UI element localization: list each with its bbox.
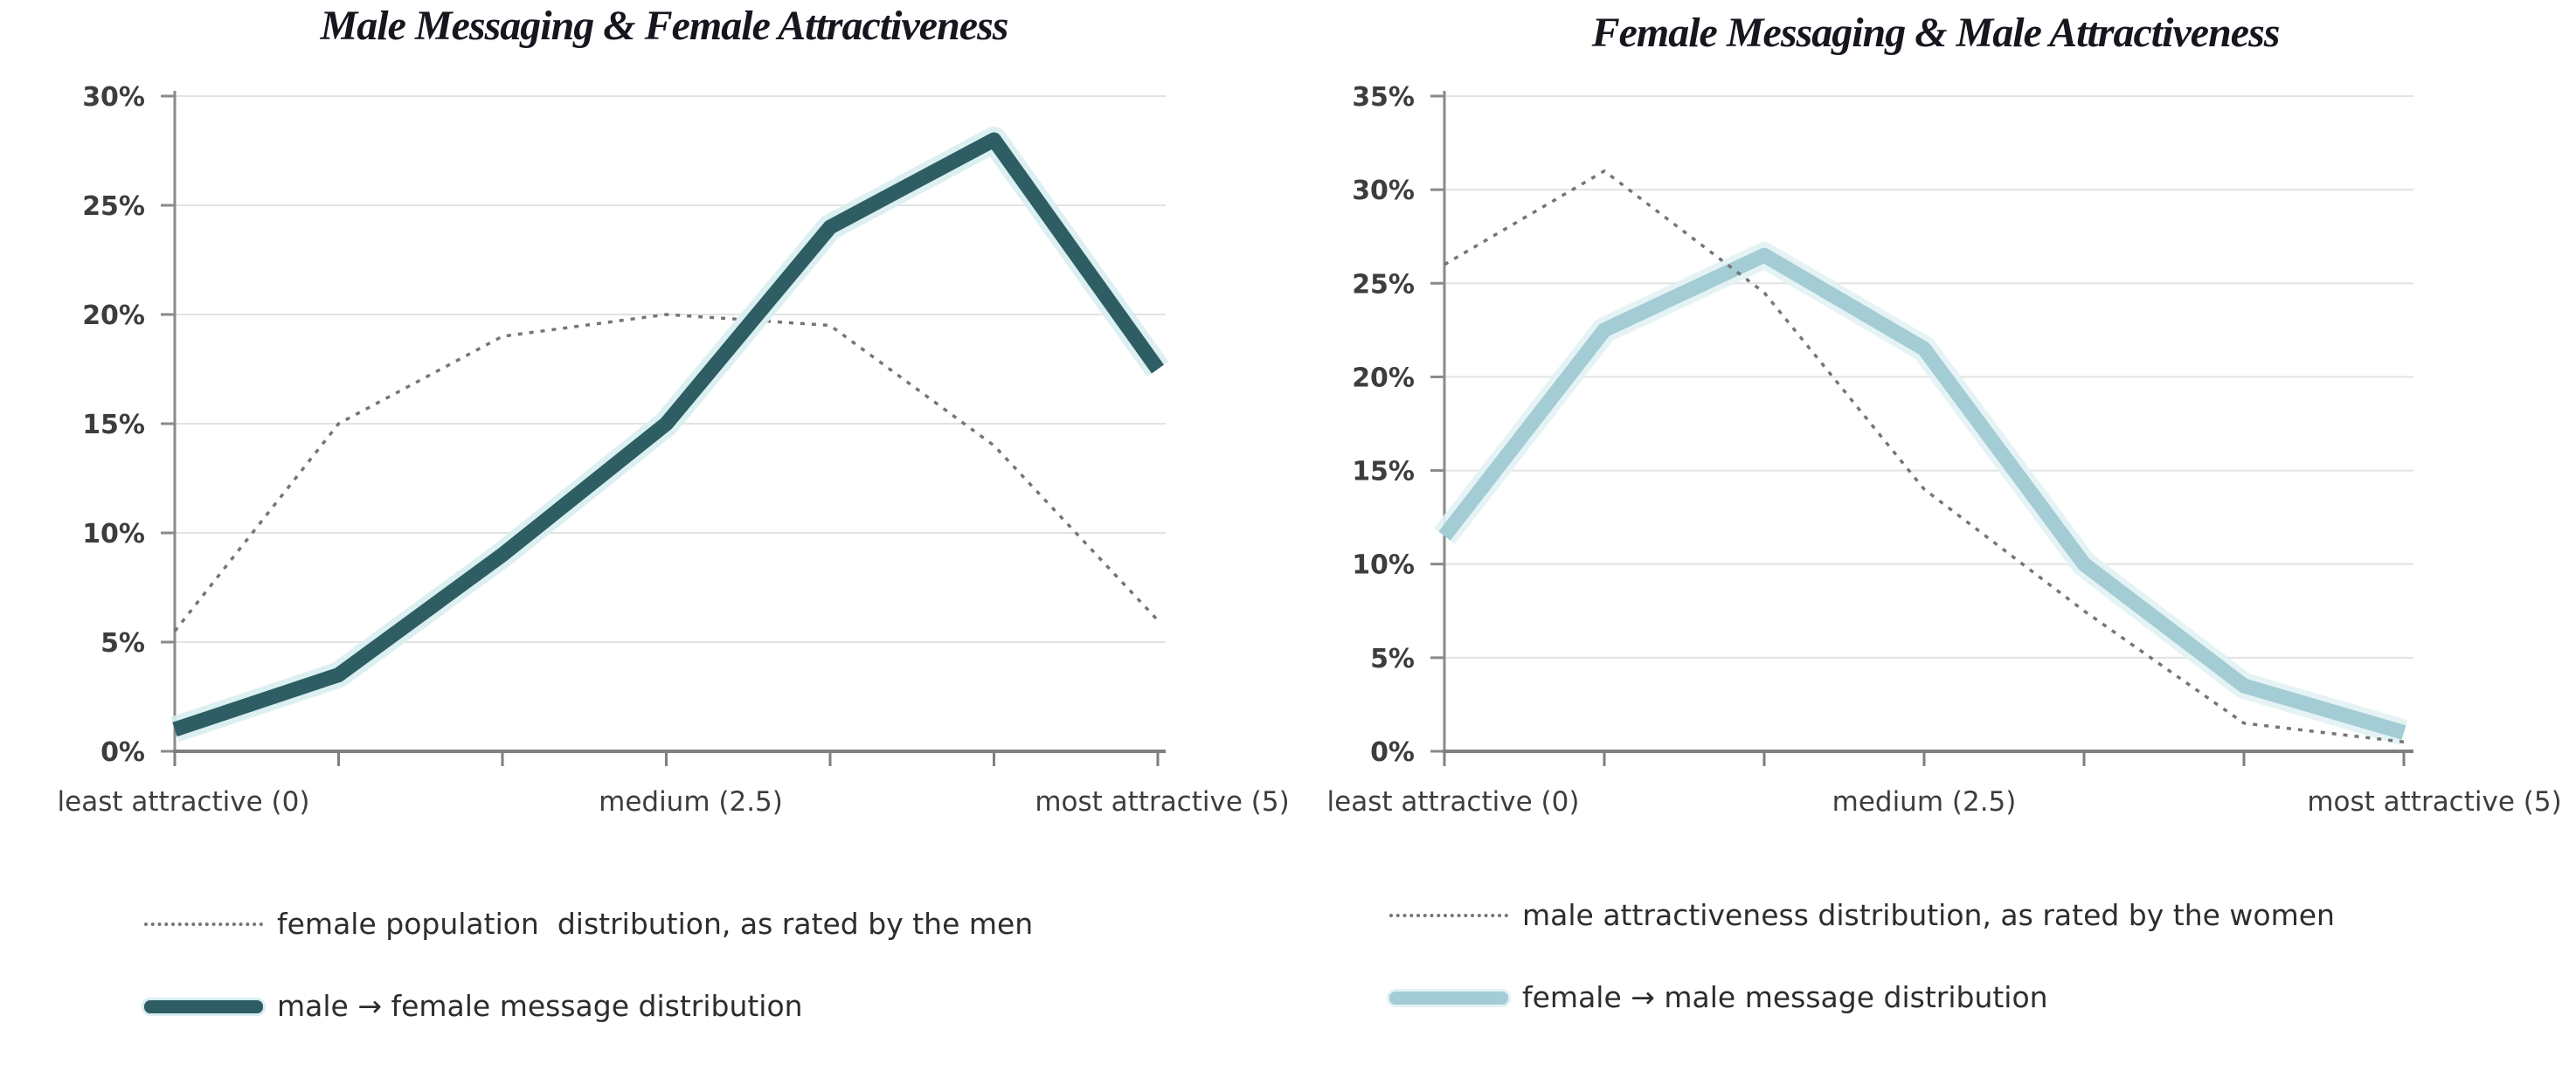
legend-item: female → male message distribution (1389, 979, 2048, 1016)
dotted-line-swatch-icon (1389, 914, 1508, 917)
legend-item: male attractiveness distribution, as rat… (1389, 897, 2335, 934)
thick-line-swatch-icon (144, 999, 263, 1013)
legend-item: male → female message distribution (144, 988, 803, 1025)
x-tick-label: most attractive (5) (2307, 786, 2561, 818)
legend-item: female population distribution, as rated… (144, 906, 1033, 943)
thick-line-swatch-icon (1389, 991, 1508, 1005)
series-line-halo (1434, 242, 2408, 745)
y-tick-label: 30% (82, 82, 145, 113)
legend-label: male → female message distribution (277, 989, 803, 1023)
y-tick-label: 10% (82, 519, 145, 549)
series-line-thick (172, 132, 1164, 737)
dotted-line-swatch-icon (144, 923, 263, 926)
y-tick-label: 5% (1370, 644, 1415, 674)
legend-label: female → male message distribution (1522, 980, 2048, 1014)
y-tick-label: 15% (82, 410, 145, 440)
y-tick-label: 30% (1352, 176, 1415, 206)
x-tick-label: most attractive (5) (1035, 786, 1289, 818)
chart-title-left: Male Messaging & Female Attractiveness (320, 3, 1009, 49)
series-line-dotted (1444, 169, 2405, 744)
y-tick-label: 25% (82, 191, 145, 222)
y-tick-label: 35% (1352, 82, 1415, 113)
legend-label: male attractiveness distribution, as rat… (1522, 898, 2335, 932)
y-tick-label: 0% (1370, 737, 1415, 768)
y-tick-label: 20% (1352, 363, 1415, 393)
x-tick-label: medium (2.5) (599, 786, 783, 818)
x-tick-label: least attractive (0) (1327, 786, 1580, 818)
legend-label: female population distribution, as rated… (277, 907, 1034, 941)
y-tick-label: 5% (100, 628, 145, 659)
x-tick-label: medium (2.5) (1832, 786, 2017, 818)
x-tick-label: least attractive (0) (58, 786, 310, 818)
series-line-thick (1438, 247, 2406, 740)
y-tick-label: 15% (1352, 457, 1415, 487)
series-line-halo (170, 127, 1169, 743)
y-tick-label: 0% (100, 737, 145, 768)
y-tick-label: 25% (1352, 269, 1415, 300)
series-line-dotted (173, 313, 1160, 632)
y-tick-label: 10% (1352, 550, 1415, 581)
chart-title-right: Female Messaging & Male Attractiveness (1591, 10, 2281, 56)
y-tick-label: 20% (82, 301, 145, 331)
